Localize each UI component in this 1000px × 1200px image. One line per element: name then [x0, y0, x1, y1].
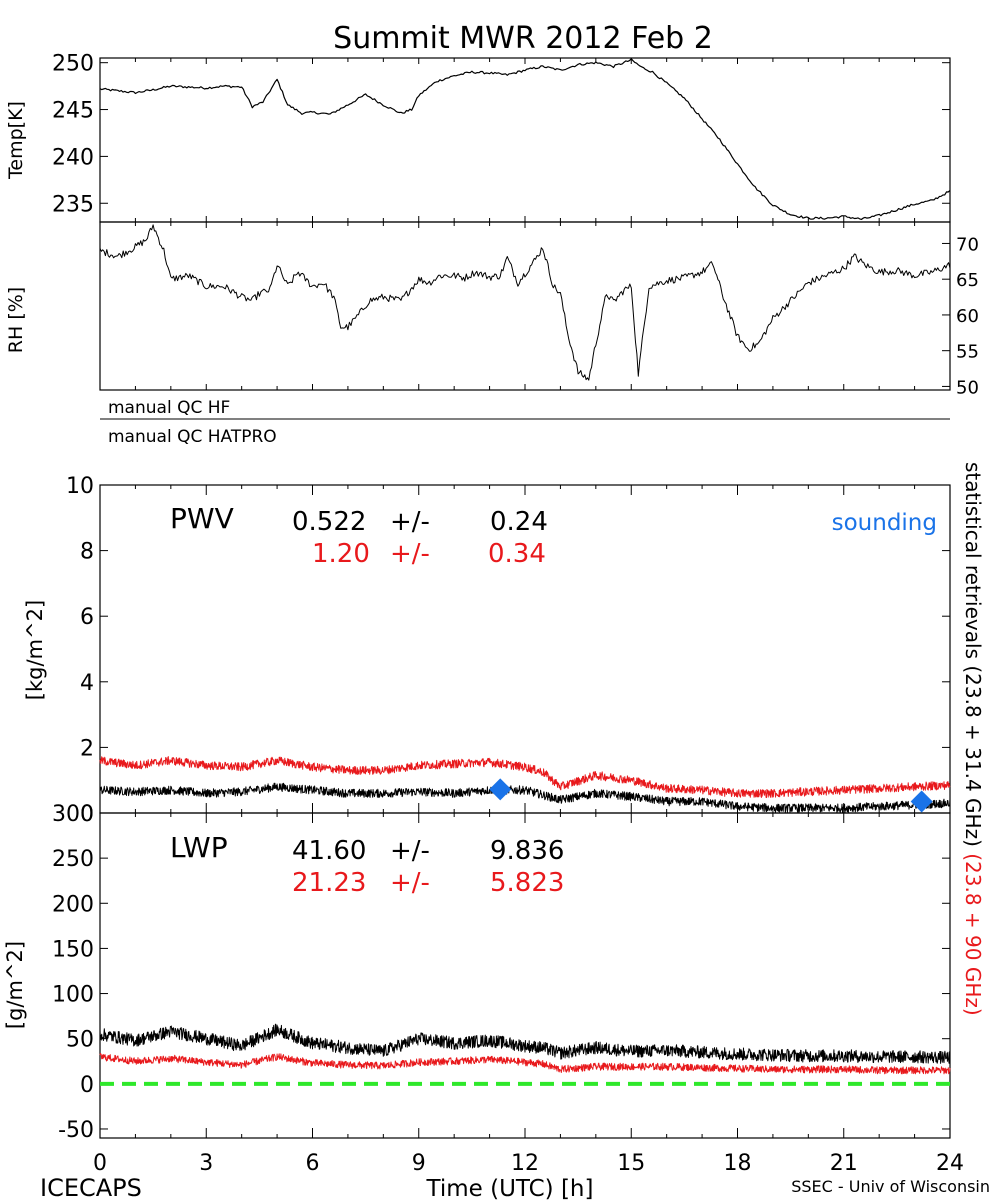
y-tick-label: 0 [80, 1073, 94, 1098]
lwp-stat-red-pm: +/- [390, 868, 430, 898]
x-tick-label: 15 [617, 1151, 645, 1176]
y-tick-label: 50 [956, 377, 979, 398]
y-tick-label: 300 [52, 802, 94, 827]
lwp-stat-red-mean: 21.23 [292, 868, 366, 898]
rh-panel-frame [99, 221, 951, 391]
pwv-series-black-line [99, 782, 951, 813]
lwp-series-black-line [99, 1023, 951, 1064]
sounding-marker [489, 778, 512, 801]
y-tick-label: 4 [80, 671, 94, 696]
y-tick-label: 200 [52, 892, 94, 917]
y-tick-label: -50 [58, 1118, 94, 1143]
y-tick-label: 60 [956, 306, 979, 327]
y-tick-label: 10 [66, 474, 94, 499]
footer-icecaps: ICECAPS [40, 1174, 142, 1200]
y-tick-label: 235 [52, 192, 94, 217]
y-tick-label: 8 [80, 540, 94, 565]
pwv-stat-red-std: 0.34 [488, 539, 546, 569]
y-tick-label: 240 [52, 145, 94, 170]
x-tick-label: 3 [199, 1151, 213, 1176]
pwv-series-red-line [99, 756, 951, 799]
rh-series-line [99, 224, 951, 381]
y-tick-label: 0 [80, 802, 94, 827]
pwv-stat-red-mean: 1.20 [312, 539, 370, 569]
lwp-stat-black-pm: +/- [390, 836, 430, 866]
x-tick-label: 6 [306, 1151, 320, 1176]
rh-axis-label: RH [%] [5, 287, 27, 353]
pwv-stat-black-std: 0.24 [490, 507, 548, 537]
qc-label-hf: manual QC HF [108, 398, 230, 418]
lwp-panel-label: LWP [170, 831, 228, 864]
sounding-marker [910, 790, 933, 813]
x-tick-label: 9 [412, 1151, 426, 1176]
y-tick-label: 70 [956, 234, 979, 255]
lwp-stat-black-std: 9.836 [490, 836, 564, 866]
pwv-stat-red-pm: +/- [390, 539, 430, 569]
x-tick-label: 21 [830, 1151, 858, 1176]
y-tick-label: 65 [956, 270, 979, 291]
sounding-legend: sounding [832, 510, 937, 536]
pwv-stat-black-mean: 0.522 [292, 507, 366, 537]
x-tick-label: 18 [724, 1151, 752, 1176]
x-tick-label: 12 [511, 1151, 539, 1176]
x-tick-label: 24 [936, 1151, 964, 1176]
x-axis-title: Time (UTC) [h] [426, 1176, 594, 1200]
y-tick-label: 150 [52, 937, 94, 962]
y-tick-label: 6 [80, 605, 94, 630]
pwv-stat-black-pm: +/- [390, 507, 430, 537]
temp-panel-frame [99, 57, 951, 223]
y-tick-label: 55 [956, 342, 979, 363]
retrieval-label-black: statistical retrievals (23.8 + 31.4 GHz) [961, 462, 985, 847]
footer-ssec: SSEC - Univ of Wisconsin [791, 1177, 990, 1196]
qc-label-hatpro: manual QC HATPRO [108, 427, 277, 447]
lwp-series-red-line [99, 1053, 951, 1075]
y-tick-label: 100 [52, 983, 94, 1008]
temp-series-line [99, 58, 951, 220]
y-tick-label: 250 [52, 52, 94, 77]
y-tick-label: 245 [52, 99, 94, 124]
y-tick-label: 2 [80, 736, 94, 761]
lwp-stat-black-mean: 41.60 [292, 836, 366, 866]
retrieval-label-vertical: statistical retrievals (23.8 + 31.4 GHz)… [961, 462, 985, 1016]
y-tick-label: 50 [66, 1028, 94, 1053]
pwv-axis-label: [kg/m^2] [23, 600, 47, 700]
chart-title: Summit MWR 2012 Feb 2 [333, 21, 713, 56]
lwp-stat-red-std: 5.823 [490, 868, 564, 898]
temp-axis-label: Temp[K] [5, 101, 27, 180]
lwp-axis-label: [g/m^2] [3, 941, 27, 1029]
retrieval-label-red: (23.8 + 90 GHz) [961, 853, 985, 1015]
chart-marks: 2502452402357065605550108642030025020015… [52, 52, 979, 1176]
y-tick-label: 250 [52, 847, 94, 872]
x-tick-label: 0 [93, 1151, 107, 1176]
pwv-panel-label: PWV [170, 502, 234, 535]
